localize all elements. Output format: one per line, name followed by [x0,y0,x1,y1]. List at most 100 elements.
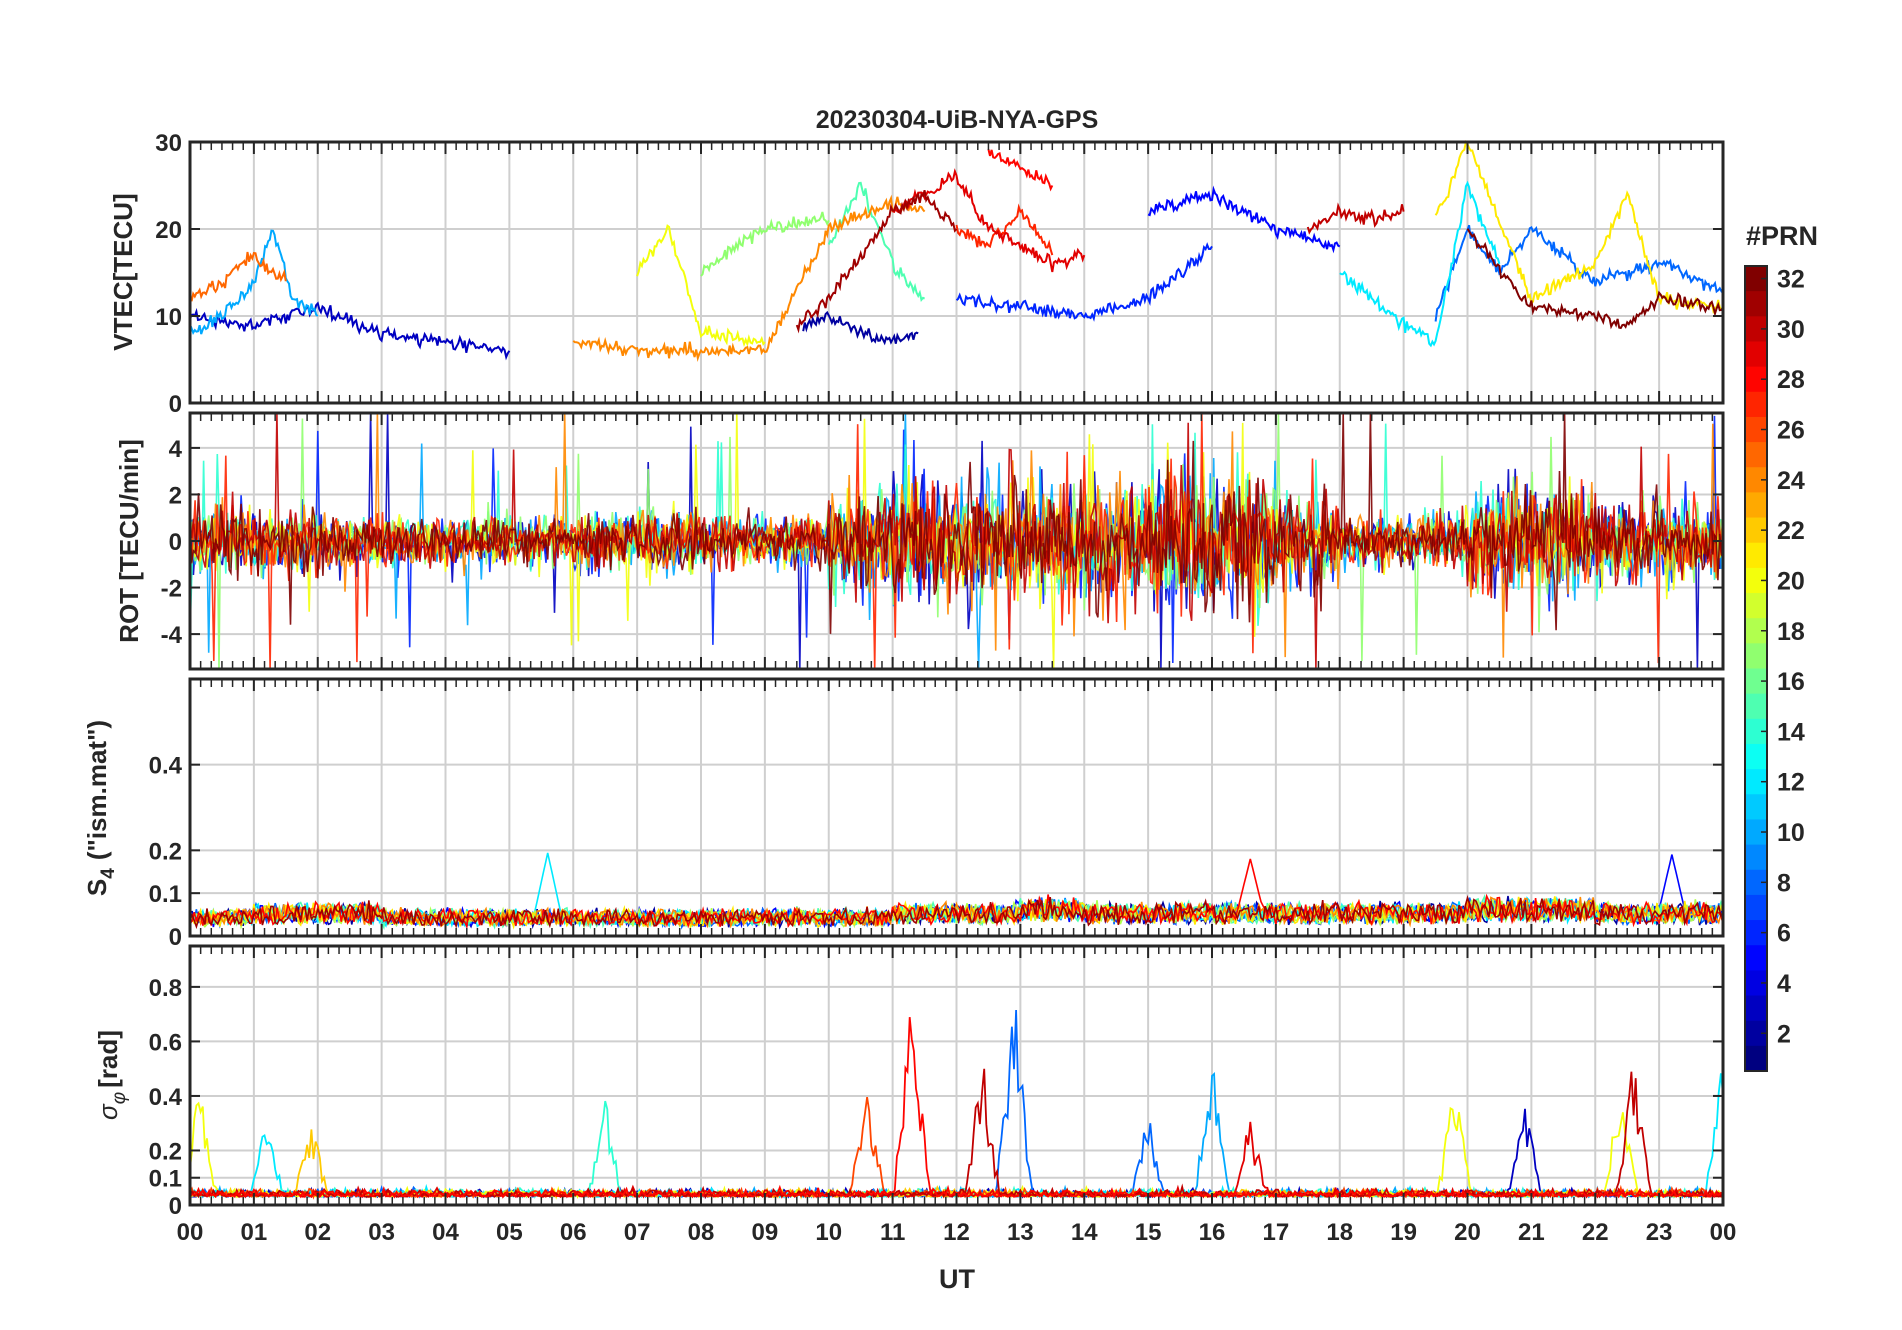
colorbar-swatch [1745,618,1767,644]
vtec-track-prn-29 [892,168,1086,273]
colorbar-swatch [1745,567,1767,594]
sigma-phi-ylabel-suffix: [rad] [93,1030,123,1088]
vtec-track-prn-20 [636,224,766,348]
colorbar-tick-label: 28 [1777,366,1805,394]
colorbar-swatch [1745,769,1767,795]
rot-panel: -4 -2 0 2 4 ROT [TECU/min] [114,411,1725,671]
colorbar-swatch [1745,593,1767,619]
sigma-phi-panel: 00.10.20.40.60.8 σφ[rad] [93,944,1725,1220]
s4-grid [190,679,1723,936]
x-tick-label: 05 [496,1219,523,1246]
vtec-track-prn-17 [700,211,830,277]
colorbar-swatch [1745,869,1767,896]
colorbar-tick-label: 10 [1777,819,1805,847]
colorbar-frame [1744,265,1768,1072]
colorbar-tick-label: 30 [1777,316,1805,344]
rot-tracks [189,412,1724,670]
rot-track-prn-17 [189,412,1724,670]
colorbar-tick-label: 6 [1777,920,1791,948]
colorbar-swatch [1745,416,1767,443]
s4-tracks [189,852,1724,931]
colorbar-swatch [1745,492,1767,519]
s4-axis-ticks: 0 0.1 0.2 0.4 [149,679,1724,951]
rot-axis-ticks: -4 -2 0 2 4 [161,413,1724,669]
y-tick-label: 0.1 [149,1166,182,1193]
x-tick-label: 17 [1263,1219,1290,1246]
s4-ylabel-suffix: ("ism.mat") [82,720,112,860]
vtec-track-prn-27 [955,203,1054,256]
rot-track-prn-30 [189,412,1724,670]
vtec-ylabel: VTEC[TECU] [108,193,138,350]
colorbar-swatch [1745,668,1767,695]
x-tick-label: 08 [688,1219,715,1246]
colorbar-swatch [1745,894,1767,921]
x-tick-label: 11 [880,1219,905,1246]
y-tick-label: 0 [169,924,182,951]
x-tick-label: 19 [1390,1219,1417,1246]
vtec-track-prn-24 [572,194,926,362]
x-tick-label: 16 [1199,1219,1226,1246]
ut-tick-labels: 00 01 02 03 04 05 06 07 08 09 10 11 12 13 14 15 16 17 18 19… [177,1219,1737,1246]
x-tick-label: 13 [1007,1219,1034,1246]
colorbar-swatch [1745,945,1767,971]
colorbar-tick-label: 2 [1777,1020,1791,1048]
x-tick-label: 01 [241,1219,268,1246]
vtec-tracks [189,139,1724,362]
y-tick-label: 0.8 [149,975,182,1002]
vtec-track-prn-30 [1306,202,1405,235]
colorbar-swatch [1745,693,1767,720]
x-tick-label: 00 [177,1219,204,1246]
y-tick-label: 0 [169,391,182,418]
x-tick-label: 09 [752,1219,779,1246]
y-tick-label: 0.6 [149,1029,182,1056]
colorbar-tick-label: 4 [1777,970,1791,998]
x-tick-label: 21 [1518,1219,1545,1246]
x-axis-label: UT [939,1264,975,1294]
colorbar-tick-label: 12 [1777,769,1805,797]
colorbar-label: #PRN [1746,221,1818,251]
y-tick-label: 2 [169,482,182,509]
y-tick-label: 0 [169,1193,182,1220]
vtec-track-prn-28 [987,148,1054,192]
x-tick-label: 02 [304,1219,331,1246]
s4-ylabel-subscript: 4 [98,868,119,879]
x-tick-label: 12 [943,1219,970,1246]
colorbar-tick-label: 16 [1777,668,1805,696]
colorbar-tick-label: 22 [1777,517,1805,545]
colorbar-swatch [1745,341,1767,368]
colorbar-swatch [1745,643,1767,670]
colorbar-swatch [1745,995,1767,1022]
x-tick-label: 03 [368,1219,395,1246]
y-tick-label: 0.4 [149,753,183,780]
colorbar-swatch [1745,291,1767,317]
x-tick-label: 20 [1454,1219,1481,1246]
colorbar-tick-label: 14 [1777,718,1805,746]
y-tick-label: 0.2 [149,838,182,865]
colorbar-swatch [1745,316,1767,343]
colorbar-swatch [1745,718,1767,745]
s4-ylabel: S4("ism.mat") [82,720,119,896]
x-tick-label: 14 [1071,1219,1098,1246]
y-tick-label: 10 [155,304,182,331]
vtec-track-prn-2 [802,310,919,346]
colorbar-swatch [1745,743,1767,770]
vtec-track-prn-12 [1339,180,1501,348]
vtec-track-prn-5 [1147,185,1341,254]
sigma-phi-grid [190,946,1723,1205]
vtec-track-prn-6 [955,242,1213,322]
y-tick-label: 20 [155,217,182,244]
rot-ylabel: ROT [TECU/min] [114,439,144,643]
vtec-track-prn-32 [1466,228,1724,330]
vtec-track-prn-31 [795,190,958,334]
vtec-track-prn-15 [827,181,926,302]
y-tick-label: 4 [169,436,183,463]
colorbar-swatch [1745,1045,1767,1072]
vtec-grid [190,142,1723,403]
x-tick-label: 18 [1326,1219,1353,1246]
colorbar-swatch [1745,794,1767,821]
x-tick-label: 06 [560,1219,587,1246]
colorbar-swatch [1745,391,1767,418]
